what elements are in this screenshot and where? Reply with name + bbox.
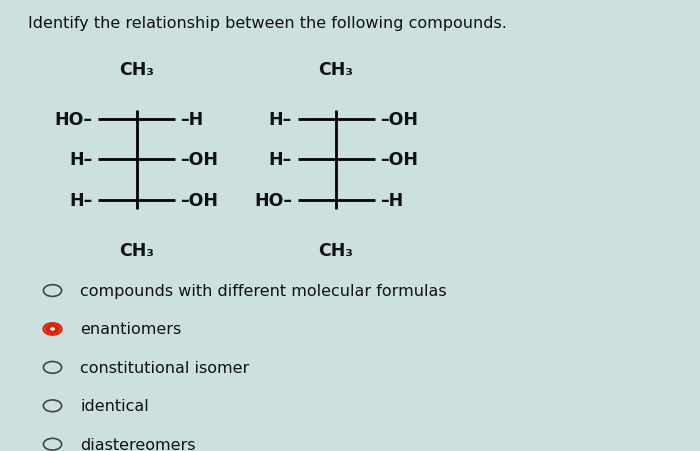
- Text: CH₃: CH₃: [318, 241, 354, 259]
- Text: identical: identical: [80, 398, 149, 414]
- Text: enantiomers: enantiomers: [80, 322, 182, 337]
- Text: H–: H–: [269, 151, 292, 169]
- Text: Identify the relationship between the following compounds.: Identify the relationship between the fo…: [28, 16, 507, 31]
- Text: –H: –H: [380, 192, 403, 210]
- Text: –OH: –OH: [380, 110, 418, 129]
- Text: diastereomers: diastereomers: [80, 437, 196, 451]
- Text: HO–: HO–: [55, 110, 92, 129]
- Text: compounds with different molecular formulas: compounds with different molecular formu…: [80, 283, 447, 299]
- Text: –H: –H: [181, 110, 204, 129]
- Text: CH₃: CH₃: [318, 61, 354, 79]
- Text: H–: H–: [269, 110, 292, 129]
- Text: constitutional isomer: constitutional isomer: [80, 360, 250, 375]
- Text: H–: H–: [69, 151, 92, 169]
- Text: CH₃: CH₃: [119, 241, 154, 259]
- Circle shape: [45, 324, 60, 334]
- Text: –OH: –OH: [181, 192, 218, 210]
- Text: HO–: HO–: [254, 192, 292, 210]
- Text: CH₃: CH₃: [119, 61, 154, 79]
- Text: H–: H–: [69, 192, 92, 210]
- Circle shape: [50, 327, 55, 331]
- Text: –OH: –OH: [181, 151, 218, 169]
- Text: –OH: –OH: [380, 151, 418, 169]
